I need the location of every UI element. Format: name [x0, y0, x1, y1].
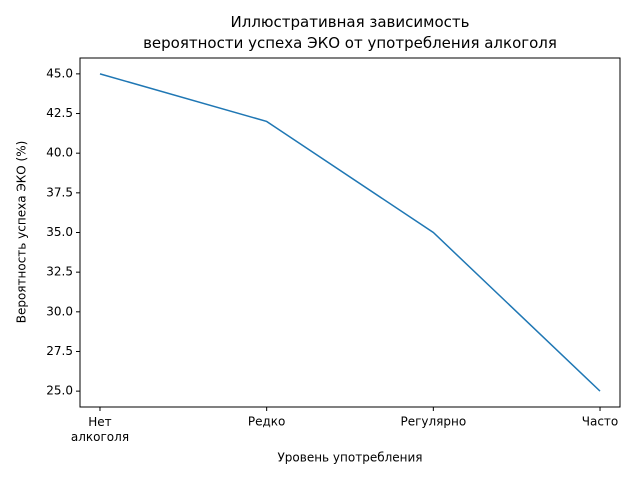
y-tick-label: 27.5	[46, 344, 73, 358]
y-axis-label: Вероятность успеха ЭКО (%)	[15, 141, 29, 324]
line-series	[99, 73, 601, 392]
x-tick-label: Нет алкоголя	[71, 415, 129, 444]
x-tick-label: Регулярно	[400, 415, 466, 429]
x-axis-label: Уровень употребления	[277, 451, 422, 465]
y-tick-label: 35.0	[46, 225, 73, 239]
y-tick-label: 32.5	[46, 265, 73, 279]
y-tick-label: 30.0	[46, 304, 73, 318]
axes-frame	[79, 57, 621, 408]
y-tick-label: 42.5	[46, 106, 73, 120]
y-tick-label: 40.0	[46, 146, 73, 160]
x-tick-label: Редко	[248, 415, 286, 429]
y-tick-label: 25.0	[46, 384, 73, 398]
chart-title: Иллюстративная зависимость вероятности ус…	[143, 13, 557, 52]
y-tick-label: 37.5	[46, 185, 73, 199]
x-tick-label: Часто	[582, 415, 619, 429]
y-tick-label: 45.0	[46, 66, 73, 80]
